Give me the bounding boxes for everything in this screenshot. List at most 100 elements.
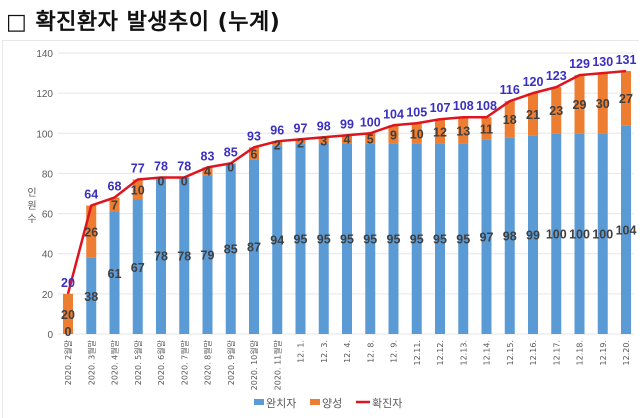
x-tick-label: 2020. 7월말 xyxy=(179,339,189,385)
label-total: 123 xyxy=(546,69,567,83)
bar-recovered xyxy=(621,125,631,334)
label-positive: 4 xyxy=(204,164,211,178)
x-tick-label: 12.12. xyxy=(436,340,445,365)
bar-recovered xyxy=(295,143,306,334)
bar-positive xyxy=(551,87,562,134)
bar-recovered xyxy=(342,143,352,334)
label-total: 99 xyxy=(340,117,354,131)
y-tick-label: 100 xyxy=(36,129,53,140)
label-recovered: 97 xyxy=(480,231,494,245)
bar-positive xyxy=(295,139,306,144)
label-positive: 20 xyxy=(61,308,75,322)
x-tick-label: 12. 4. xyxy=(343,340,352,363)
label-total: 108 xyxy=(476,99,497,113)
bar-positive xyxy=(528,93,538,136)
label-recovered: 78 xyxy=(177,250,191,264)
bar-positive xyxy=(365,133,376,144)
label-recovered: 95 xyxy=(317,233,331,247)
bar-positive xyxy=(318,137,329,144)
label-total: 120 xyxy=(523,75,544,89)
label-total: 78 xyxy=(177,159,191,173)
bar-recovered xyxy=(109,211,120,334)
bar-recovered xyxy=(156,177,166,334)
bar-positive xyxy=(574,75,585,134)
bar-positive xyxy=(342,135,352,144)
label-positive: 10 xyxy=(131,183,145,197)
label-recovered: 0 xyxy=(65,325,72,339)
x-tick-label: 12.17. xyxy=(552,340,561,365)
bar-positive xyxy=(202,167,213,176)
x-tick-label: 12.20. xyxy=(622,340,631,365)
y-tick-label: 40 xyxy=(42,250,54,261)
label-positive: 3 xyxy=(320,134,327,148)
x-tick-label: 2020. 8월말 xyxy=(203,339,213,385)
bar-recovered xyxy=(272,145,283,334)
bars xyxy=(63,71,631,334)
x-tick-label: 12.13. xyxy=(459,340,468,365)
y-tick-label: 60 xyxy=(42,210,54,221)
bar-recovered xyxy=(179,177,190,334)
bar-positive xyxy=(435,119,445,144)
label-recovered: 98 xyxy=(503,230,517,244)
label-positive: 30 xyxy=(596,97,610,111)
bar-positive xyxy=(621,71,631,126)
label-positive: 18 xyxy=(503,113,517,127)
label-recovered: 100 xyxy=(546,228,567,242)
label-total: 68 xyxy=(108,180,122,194)
x-tick-label: 2020. 4월말 xyxy=(110,339,120,385)
label-recovered: 95 xyxy=(456,233,470,247)
legend-label-total: 확진자 xyxy=(372,397,402,410)
label-positive: 0 xyxy=(181,174,188,188)
label-recovered: 95 xyxy=(340,233,354,247)
x-tick-label: 12.16. xyxy=(529,340,538,365)
label-positive: 7 xyxy=(111,199,118,213)
label-total: 78 xyxy=(154,159,168,173)
bar-recovered xyxy=(318,143,329,334)
label-positive: 29 xyxy=(573,98,587,112)
label-recovered: 78 xyxy=(154,250,168,264)
label-recovered: 95 xyxy=(433,233,447,247)
label-positive: 0 xyxy=(227,160,234,174)
label-recovered: 100 xyxy=(592,228,613,242)
y-tick-label: 20 xyxy=(42,290,54,301)
x-tick-label: 12. 3. xyxy=(320,340,329,363)
label-recovered: 95 xyxy=(410,233,424,247)
x-tick-label: 12.14. xyxy=(483,340,492,365)
label-total: 93 xyxy=(247,129,261,143)
label-positive: 13 xyxy=(456,124,470,138)
bar-positive xyxy=(481,117,492,140)
bar-positive xyxy=(388,125,399,144)
bar-recovered xyxy=(458,143,469,334)
x-tick-label: 2020. 10월말 xyxy=(249,339,259,390)
legend-swatch-recovered xyxy=(254,399,264,405)
label-total: 107 xyxy=(430,101,451,115)
y-tick-label: 140 xyxy=(36,49,53,60)
label-total: 108 xyxy=(453,99,474,113)
label-positive: 2 xyxy=(297,136,304,150)
x-axis: 2020. 2월말 2020. 3월말 2020. 4월말 2020. 5월말 2020… xyxy=(63,339,631,390)
bar-recovered xyxy=(504,137,515,334)
line-total xyxy=(66,69,627,295)
bar-recovered xyxy=(365,143,376,334)
label-recovered: 67 xyxy=(131,261,145,275)
bar-recovered xyxy=(597,133,608,334)
label-total: 98 xyxy=(317,119,331,133)
label-positive: 11 xyxy=(480,122,493,136)
bar-recovered xyxy=(481,139,492,334)
bar-recovered xyxy=(528,135,538,334)
label-positive: 2 xyxy=(274,138,281,152)
label-recovered: 100 xyxy=(569,228,590,242)
label-positive: 0 xyxy=(158,174,165,188)
label-positive: 27 xyxy=(619,92,633,106)
label-total: 96 xyxy=(270,123,284,137)
label-recovered: 95 xyxy=(363,233,377,247)
legend-label-positive: 양성 xyxy=(322,397,342,410)
label-positive: 6 xyxy=(251,147,258,161)
x-tick-label: 12.15. xyxy=(506,340,515,365)
label-total: 100 xyxy=(360,115,381,129)
label-recovered: 87 xyxy=(247,241,261,255)
y-axis: 0 20 40 60 80 100 120 140 xyxy=(36,49,53,341)
bar-recovered xyxy=(411,143,422,334)
bar-recovered xyxy=(435,143,445,334)
